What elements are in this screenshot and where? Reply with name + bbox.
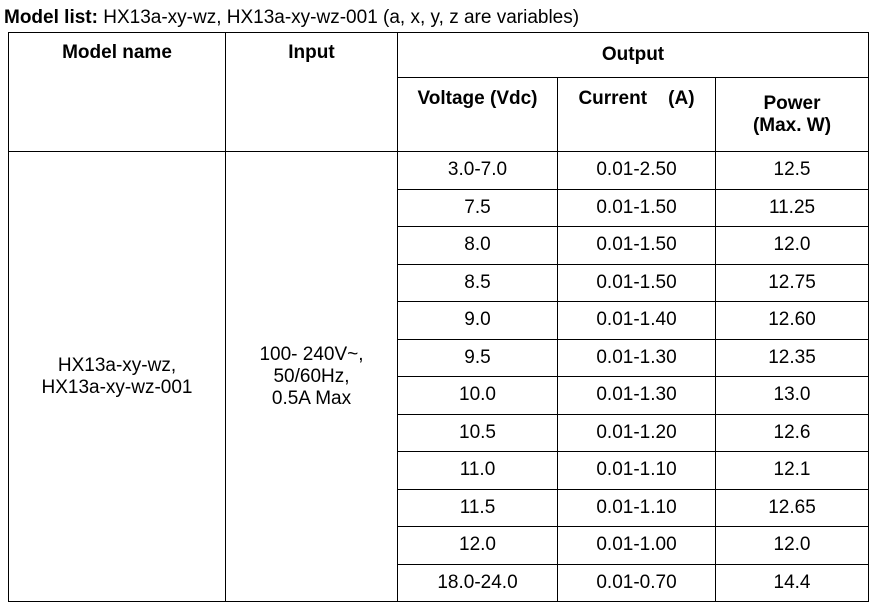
power-cell: 12.5: [714, 151, 870, 190]
header-cell: Model name: [8, 32, 226, 152]
power-cell: 12.65: [714, 488, 870, 527]
voltage-cell: 11.0: [397, 451, 558, 490]
table-row: 7.5 0.01-1.50 11.25: [9, 188, 870, 227]
header-cell: Current (A): [557, 77, 716, 152]
table-row: 10.0 0.01-1.30 13.0: [9, 376, 870, 415]
cell-line: HX13a-xy-wz,: [57, 354, 177, 376]
current-cell: 0.01-1.00: [557, 526, 716, 565]
voltage-cell: 9.0: [397, 301, 558, 340]
cell-line: Power: [763, 92, 821, 114]
cell-line: HX13a-xy-wz-001: [41, 376, 193, 398]
header-cell: Voltage (Vdc): [397, 77, 558, 152]
voltage-cell: 3.0-7.0: [397, 151, 558, 190]
header-cell: Output: [396, 32, 870, 78]
cell-line: 0.5A Max: [271, 387, 352, 409]
power-cell: 12.0: [714, 226, 870, 265]
current-cell: 0.01-1.50: [557, 188, 716, 227]
current-cell: 0.01-1.30: [557, 376, 716, 415]
power-cell: 12.6: [714, 413, 870, 452]
model-cell: HX13a-xy-wz, HX13a-xy-wz-001: [8, 151, 226, 602]
model-list-label: Model list:: [4, 7, 98, 28]
voltage-cell: 10.5: [397, 413, 558, 452]
power-cell: 11.25: [714, 188, 870, 227]
model-list: Model list: HX13a-xy-wz, HX13a-xy-wz-001…: [4, 7, 579, 29]
model-list-text: HX13a-xy-wz, HX13a-xy-wz-001 (a, x, y, z…: [103, 7, 580, 28]
header-cell: Input: [225, 32, 398, 152]
table-row: 12.0 0.01-1.00 12.0: [9, 526, 870, 565]
current-cell: 0.01-1.30: [557, 338, 716, 377]
voltage-cell: 8.0: [397, 226, 558, 265]
cell-line: 50/60Hz,: [273, 365, 350, 387]
table-row: 8.5 0.01-1.50 12.75: [9, 263, 870, 302]
cell-line: 100- 240V~,: [259, 343, 364, 365]
voltage-cell: 12.0: [397, 526, 558, 565]
table-row: 11.0 0.01-1.10 12.1: [9, 451, 870, 490]
current-cell: 0.01-1.10: [557, 451, 716, 490]
power-cell: 14.4: [714, 563, 870, 602]
current-cell: 0.01-1.40: [557, 301, 716, 340]
current-cell: 0.01-0.70: [557, 563, 716, 602]
power-cell: 12.60: [714, 301, 870, 340]
input-cell: 100- 240V~, 50/60Hz, 0.5A Max: [225, 151, 398, 602]
table-row: 8.0 0.01-1.50 12.0: [9, 226, 870, 265]
power-cell: 13.0: [714, 376, 870, 415]
current-cell: 0.01-1.20: [557, 413, 716, 452]
table-row: 10.5 0.01-1.20 12.6: [9, 413, 870, 452]
current-cell: 0.01-1.50: [557, 226, 716, 265]
voltage-cell: 8.5: [397, 263, 558, 302]
power-cell: 12.1: [714, 451, 870, 490]
current-cell: 0.01-1.10: [557, 488, 716, 527]
header-cell: Power (Max. W): [714, 77, 870, 152]
table-row: 9.5 0.01-1.30 12.35: [9, 338, 870, 377]
power-cell: 12.75: [714, 263, 870, 302]
table-row: 18.0-24.0 0.01-0.70 14.4: [9, 563, 870, 602]
spec-table: Model name Input Output Voltage (Vdc) Cu…: [8, 32, 870, 602]
voltage-cell: 7.5: [397, 188, 558, 227]
current-cell: 0.01-2.50: [557, 151, 716, 190]
power-cell: 12.0: [714, 526, 870, 565]
table-row: 9.0 0.01-1.40 12.60: [9, 301, 870, 340]
power-cell: 12.35: [714, 338, 870, 377]
voltage-cell: 18.0-24.0: [397, 563, 558, 602]
current-cell: 0.01-1.50: [557, 263, 716, 302]
voltage-cell: 9.5: [397, 338, 558, 377]
table-row: 11.5 0.01-1.10 12.65: [9, 488, 870, 527]
voltage-cell: 10.0: [397, 376, 558, 415]
table-row: HX13a-xy-wz, HX13a-xy-wz-001 100- 240V~, 50…: [8, 151, 870, 602]
voltage-cell: 11.5: [397, 488, 558, 527]
cell-line: (Max. W): [752, 114, 832, 136]
